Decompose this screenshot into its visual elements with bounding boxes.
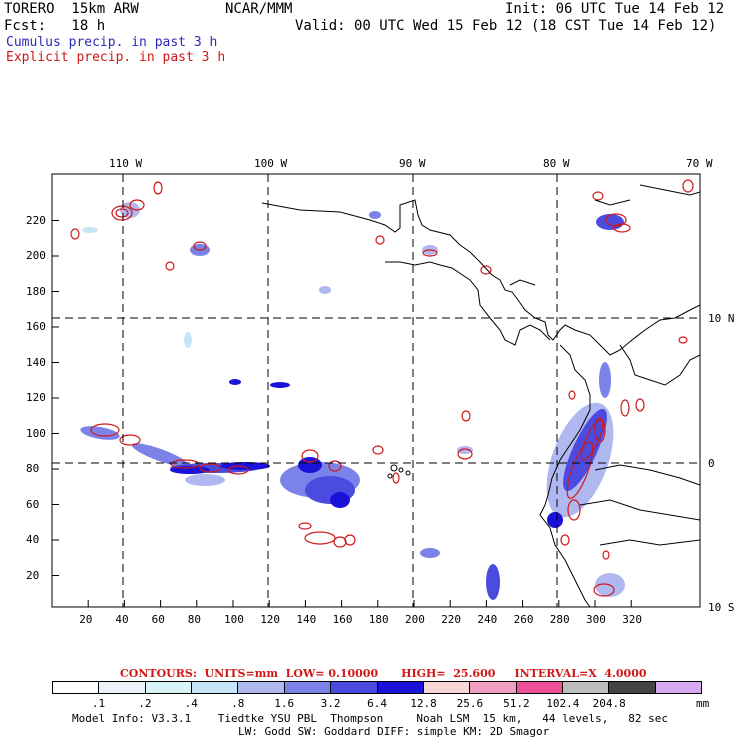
explicit-precip-label: Explicit precip. in past 3 h: [6, 50, 226, 65]
colorbar: [52, 681, 702, 694]
model-info-line: Model Info: V3.3.1 Tiedtke YSU PBL Thomp…: [72, 712, 669, 725]
colorbar-units: mm: [696, 697, 710, 710]
longitude-label: 110 W: [109, 157, 143, 170]
colorbar-level-label: 102.4: [546, 697, 580, 710]
organization-label: NCAR/MMM: [225, 1, 293, 17]
colorbar-level-label: 3.2: [320, 697, 341, 710]
x-tick-label: 200: [405, 613, 425, 626]
x-tick-label: 100: [224, 613, 244, 626]
x-tick-label: 40: [115, 613, 129, 626]
colorbar-level-label: .1: [91, 697, 106, 710]
colorbar-segment: [377, 682, 424, 693]
latitude-label: 0: [708, 457, 715, 470]
colorbar-segment: [331, 682, 378, 693]
colorbar-level-label: 6.4: [367, 697, 387, 710]
colorbar-segment: [284, 682, 332, 693]
y-tick-label: 140: [26, 355, 46, 369]
cumulus-precip-label: Cumulus precip. in past 3 h: [6, 35, 218, 50]
y-tick-label: 20: [26, 568, 40, 582]
y-tick-marks: [52, 220, 59, 576]
colorbar-segment: [609, 682, 656, 693]
latitude-label: 10 S: [708, 601, 735, 614]
y-tick-label: 180: [26, 284, 46, 298]
y-tick-label: 160: [26, 320, 46, 333]
init-time: Init: 06 UTC Tue 14 Feb 12: [505, 1, 725, 17]
x-tick-label: 140: [296, 613, 317, 626]
x-tick-label: 160: [332, 613, 353, 626]
colorbar-level-label: 51.2: [503, 697, 530, 710]
latlon-grid: [52, 174, 700, 607]
x-tick-label: 80: [187, 613, 202, 626]
longitude-label: 100 W: [254, 157, 288, 170]
x-tick-label: 120: [260, 613, 281, 626]
x-tick-label: 260: [513, 613, 534, 626]
x-tick-label: 240: [477, 613, 498, 626]
model-title: TORERO 15km ARW: [4, 1, 139, 17]
colorbar-segment: [562, 682, 610, 693]
x-tick-label: 20: [79, 613, 93, 626]
x-tick-label: 300: [586, 613, 606, 626]
y-tick-label: 220: [26, 213, 46, 227]
longitude-label: 70 W: [686, 157, 713, 170]
colorbar-segment: [53, 682, 100, 693]
x-tick-marks: [87, 600, 632, 607]
colorbar-segment: [99, 682, 146, 693]
physics-info-line: LW: Godd SW: Goddard DIFF: simple KM: 2D…: [238, 725, 550, 738]
colorbar-level-label: .4: [184, 697, 198, 710]
x-tick-label: 320: [622, 613, 643, 626]
y-tick-label: 60: [26, 497, 40, 511]
latitude-label: 10 N: [708, 312, 735, 325]
coastlines: [261, 184, 700, 607]
longitude-label: 80 W: [543, 157, 570, 170]
galapagos-islands: [387, 464, 411, 479]
colorbar-level-label: 25.6: [456, 697, 484, 710]
colorbar-segment: [470, 682, 517, 693]
colorbar-level-label: 1.6: [274, 697, 295, 710]
explicit-precip-contours: [70, 179, 694, 597]
y-tick-label: 200: [26, 249, 46, 262]
x-tick-label: 60: [151, 613, 165, 626]
colorbar-segment: [238, 682, 285, 693]
y-tick-label: 100: [26, 426, 46, 440]
map-frame: [51, 173, 701, 608]
y-tick-label: 80: [26, 462, 40, 475]
forecast-hour: Fcst: 18 h: [4, 18, 106, 34]
colorbar-segment: [655, 682, 702, 693]
x-tick-label: 180: [368, 613, 389, 626]
valid-time: Valid: 00 UTC Wed 15 Feb 12 (18 CST Tue …: [295, 18, 717, 34]
colorbar-level-label: .8: [231, 697, 245, 710]
y-tick-label: 120: [26, 391, 46, 404]
x-tick-label: 220: [441, 613, 462, 626]
colorbar-level-label: 12.8: [410, 697, 437, 710]
colorbar-segment: [145, 682, 193, 693]
colorbar-level-label: .2: [138, 697, 152, 710]
colorbar-segment: [423, 682, 471, 693]
y-tick-label: 40: [26, 533, 40, 546]
x-tick-label: 280: [549, 613, 570, 626]
contours-info: CONTOURS: UNITS=mm LOW= 0.10000 HIGH= 25…: [120, 667, 647, 680]
longitude-label: 90 W: [399, 157, 426, 170]
colorbar-level-label: 204.8: [592, 697, 626, 710]
colorbar-segment: [516, 682, 563, 693]
colorbar-segment: [192, 682, 239, 693]
